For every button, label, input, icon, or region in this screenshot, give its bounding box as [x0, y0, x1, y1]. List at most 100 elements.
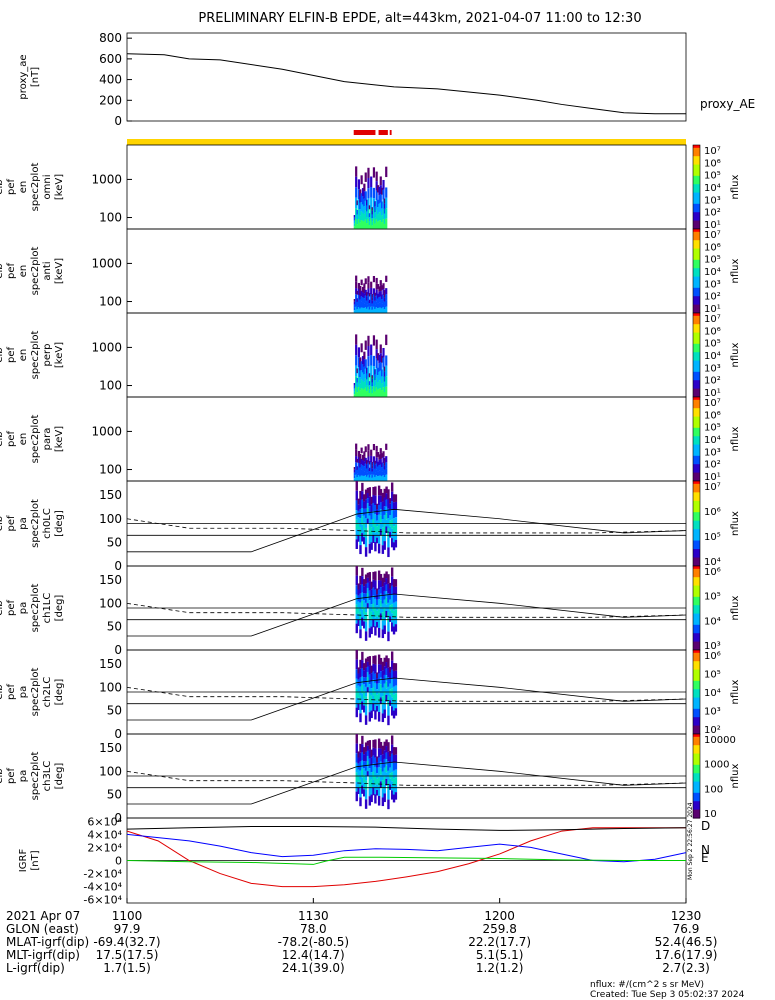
en_para-cell	[363, 471, 366, 477]
en_omni-cell	[379, 176, 382, 186]
pa_ch3LC-cell	[355, 772, 358, 782]
en_anti-colorbar-seg	[693, 229, 700, 233]
pa_ch3LC-colorbar-seg	[693, 784, 700, 788]
pa_ch3LC-cell	[366, 771, 370, 777]
pa_ch2LC-colorbar-seg	[693, 728, 700, 732]
en_omni-cell	[364, 191, 367, 201]
pa_ch2LC-colorbar-seg	[693, 720, 700, 724]
pa_ch3LC-cell	[366, 766, 370, 772]
pa_ch0LC-colorbar-seg	[693, 543, 700, 547]
pa_ch0LC-cell	[363, 529, 366, 538]
en_omni-cell	[376, 214, 380, 222]
xrow-value: 1130	[298, 909, 329, 923]
pa_ch3LC-cbar-tick: 10000	[704, 735, 736, 746]
pa_ch2LC-colorbar-seg	[693, 711, 700, 715]
pa_ch3LC-ylabel: pef	[6, 768, 17, 785]
en_omni-cell	[378, 212, 381, 221]
pa_ch0LC-cell	[370, 534, 373, 543]
pa_ch2LC-cell	[364, 705, 368, 716]
pa_ch0LC-cell	[387, 528, 390, 538]
pa_ch3LC-cell	[361, 785, 364, 794]
en_para-cell	[379, 453, 382, 460]
pa_ch3LC-cell	[370, 787, 373, 795]
en_para-cell	[356, 473, 359, 478]
pa_ch2LC-cell	[385, 681, 388, 689]
pa_ch3LC-cell	[392, 762, 396, 771]
en_para-cell	[356, 466, 359, 470]
pa_ch1LC-cell	[366, 577, 370, 583]
pa_ch1LC-cell	[379, 600, 383, 607]
en_anti-cell	[363, 298, 366, 304]
en_para-cell	[376, 461, 380, 467]
pa_ch0LC-cell	[364, 508, 368, 519]
pa_ch1LC-cell	[374, 598, 377, 609]
en_perp-ytick-label: 100	[99, 379, 122, 393]
pa_ch0LC-cell	[385, 513, 388, 520]
en_omni-cell	[366, 211, 369, 218]
en_omni-cell	[385, 208, 388, 219]
pa_ch2LC-cell	[366, 677, 370, 683]
pa_ch0LC-cell	[392, 534, 396, 543]
pa_ch0LC-colorbar-seg	[693, 557, 700, 561]
en_perp-colorbar-seg	[693, 366, 700, 370]
en_anti-cell	[371, 300, 374, 304]
en_omni-cell	[374, 201, 377, 207]
pa_ch1LC-colorbar-seg	[693, 591, 700, 595]
en_anti-cell	[353, 299, 356, 302]
en_omni-cell	[360, 220, 363, 229]
pa_ch1LC-cell	[364, 631, 368, 641]
en_omni-cell	[361, 188, 365, 197]
en_omni-cell	[353, 217, 356, 221]
pa_ch3LC-cell	[390, 744, 394, 754]
en_anti-colorbar-seg	[693, 234, 700, 238]
pa_ch0LC-colorbar-seg	[693, 523, 700, 527]
en_omni-cell	[378, 195, 381, 204]
pa_ch2LC-cell	[368, 674, 372, 685]
en_para-colorbar-seg	[693, 464, 700, 468]
en_anti-cell	[364, 307, 367, 313]
pa_ch2LC-cell	[377, 683, 381, 693]
en_perp-cell	[379, 361, 382, 371]
en_para-cell	[368, 467, 371, 472]
en_anti-cell	[375, 283, 378, 290]
en_omni-colorbar-seg	[693, 181, 700, 185]
pa_ch1LC-cell	[379, 580, 383, 588]
pa_ch2LC-colorbar-seg	[693, 714, 700, 718]
pa_ch0LC-cell	[383, 497, 386, 507]
pa_ch2LC-cell	[390, 651, 394, 661]
pa_ch3LC-colorbar-seg	[693, 812, 700, 816]
en_para-cbar-label: nflux	[730, 426, 741, 451]
pa_ch1LC-cell	[370, 581, 373, 590]
en_anti-cell	[366, 292, 369, 297]
en_para-cell	[378, 465, 381, 471]
en_omni-cell	[363, 221, 366, 229]
en_anti-cell	[356, 301, 359, 306]
pa_ch1LC-cell	[374, 608, 377, 618]
en_para-colorbar-seg	[693, 453, 700, 457]
en_perp-cell	[385, 376, 388, 387]
pa_ch2LC-cell	[385, 655, 388, 663]
en_para-colorbar-seg	[693, 478, 700, 482]
en_para-cell	[361, 470, 365, 476]
pa_ch1LC-cell	[392, 626, 396, 635]
en_perp-cbar-tick: 10⁵	[704, 339, 721, 350]
en_omni-colorbar-seg	[693, 145, 700, 149]
pa_ch0LC-cell	[357, 523, 360, 530]
en_para-cell	[371, 474, 374, 478]
en_omni-cell	[357, 199, 361, 210]
en_para-ytick-label: 100	[99, 463, 122, 477]
pa_ch3LC-cell	[376, 789, 379, 796]
en_perp-cell	[364, 378, 367, 388]
pa_ch1LC-colorbar-seg	[693, 566, 700, 570]
pa_ch0LC-cell	[355, 481, 358, 491]
en_para-cell	[367, 468, 370, 475]
en_para-cell	[357, 456, 361, 463]
pa_ch3LC-cell	[377, 748, 381, 758]
en_para-cbar-tick: 10⁴	[704, 435, 721, 446]
pa_ch0LC-colorbar-seg	[693, 537, 700, 542]
pa_ch0LC-cell	[377, 524, 381, 535]
en_anti-cell	[355, 288, 358, 295]
en_perp-cell	[370, 386, 373, 397]
en_perp-cell	[375, 368, 378, 378]
en_omni-colorbar-seg	[693, 217, 700, 222]
